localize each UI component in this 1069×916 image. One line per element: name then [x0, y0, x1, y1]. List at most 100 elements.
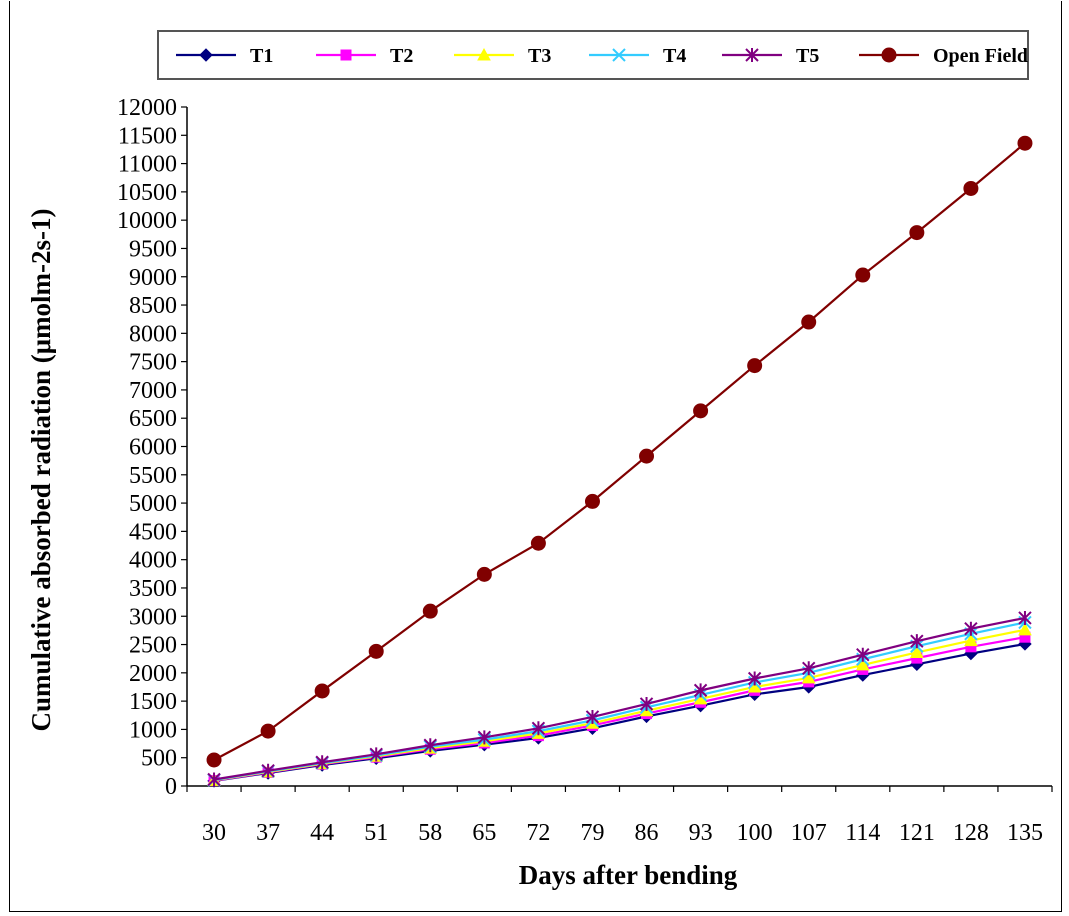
- y-tick-label: 7500: [129, 350, 177, 376]
- y-tick-label: 5000: [129, 491, 177, 517]
- x-tick-label: 44: [310, 820, 334, 846]
- x-tick-label: 72: [526, 820, 550, 846]
- data-point: [477, 730, 492, 745]
- data-point: [368, 643, 384, 659]
- data-point: [856, 647, 870, 662]
- data-point: [910, 645, 924, 658]
- data-point: [855, 657, 870, 671]
- series-line: [213, 628, 1026, 782]
- legend-marker: [881, 47, 897, 63]
- data-point: [585, 709, 600, 724]
- y-tick-label: 9500: [129, 236, 177, 262]
- data-point: [260, 723, 276, 739]
- data-point: [314, 683, 330, 699]
- series-line: [213, 621, 1026, 782]
- legend-item: T1: [176, 45, 273, 67]
- data-point: [206, 752, 222, 768]
- x-tick-label: 30: [202, 820, 226, 846]
- x-tick-label: 100: [737, 820, 773, 846]
- data-point: [584, 493, 600, 509]
- y-tick-label: 12000: [117, 95, 177, 121]
- y-tick-label: 1500: [129, 689, 177, 715]
- legend-label: T5: [796, 45, 819, 67]
- legend-item: T3: [454, 45, 551, 67]
- y-tick-label: 3000: [129, 604, 177, 630]
- data-point: [801, 670, 816, 684]
- legend-item: T4: [589, 45, 686, 67]
- frame-top-gap: [0, 0, 1069, 1]
- data-point: [369, 747, 383, 762]
- data-point: [801, 314, 817, 330]
- legend-label: T2: [390, 45, 413, 67]
- y-tick-label: 500: [141, 746, 177, 772]
- y-tick-label: 6500: [129, 406, 177, 432]
- y-tick-label: 9000: [129, 265, 177, 291]
- y-tick-label: 0: [165, 774, 177, 800]
- data-point: [422, 603, 438, 619]
- x-tick-label: 93: [689, 820, 713, 846]
- legend-item: T5: [722, 45, 819, 67]
- data-point: [747, 671, 762, 686]
- data-point: [261, 763, 275, 778]
- legend-marker: [477, 47, 491, 61]
- legend-label: T3: [528, 45, 551, 67]
- x-tick-label: 107: [791, 820, 827, 846]
- y-tick-label: 6000: [129, 435, 177, 461]
- data-point: [747, 358, 763, 374]
- data-point: [423, 738, 437, 753]
- data-point: [802, 661, 816, 676]
- series-line: [213, 142, 1026, 761]
- data-point: [964, 621, 978, 636]
- series-layer: [206, 135, 1033, 788]
- x-tick-label: 51: [364, 820, 388, 846]
- legend-item: T2: [316, 45, 413, 67]
- y-tick-label: 3500: [129, 576, 177, 602]
- y-tick-label: 11500: [118, 123, 177, 149]
- legend: T1 T2 T3 T4 T5 Open Field: [176, 45, 1028, 67]
- legend-label: T4: [663, 45, 686, 67]
- y-tick-label: 2500: [129, 633, 177, 659]
- data-point: [910, 634, 924, 649]
- data-point: [1018, 610, 1032, 625]
- data-point: [639, 696, 654, 711]
- y-tick-label: 7000: [129, 378, 177, 404]
- legend-marker: [340, 49, 352, 61]
- data-point: [207, 772, 221, 787]
- x-tick-label: 37: [256, 820, 280, 846]
- y-tick-label: 8000: [129, 321, 177, 347]
- y-tick-label: 4500: [129, 519, 177, 545]
- x-tick-label: 114: [845, 820, 880, 846]
- data-point: [530, 535, 546, 551]
- x-tick-label: 79: [580, 820, 604, 846]
- series-line: [213, 636, 1026, 782]
- x-tick-label: 135: [1007, 820, 1043, 846]
- y-tick-label: 10500: [117, 180, 177, 206]
- data-point: [963, 180, 979, 196]
- y-tick-label: 8500: [129, 293, 177, 319]
- y-tick-label: 2000: [129, 661, 177, 687]
- data-point: [315, 755, 329, 770]
- y-tick-label: 4000: [129, 548, 177, 574]
- y-tick-label: 11000: [118, 152, 177, 178]
- legend-item: Open Field: [859, 45, 1028, 67]
- x-tick-label: 65: [472, 820, 496, 846]
- series-t5: [207, 610, 1032, 787]
- data-point: [476, 566, 492, 582]
- y-tick-label: 1000: [129, 717, 177, 743]
- series-open-field: [206, 135, 1033, 768]
- x-tick-label: 128: [953, 820, 989, 846]
- x-axis-title: Days after bending: [519, 860, 738, 890]
- legend-marker: [745, 48, 759, 62]
- x-tick-label: 86: [635, 820, 659, 846]
- data-point: [531, 721, 546, 736]
- legend-label: Open Field: [933, 45, 1028, 67]
- data-point: [909, 225, 925, 241]
- data-point: [964, 633, 978, 647]
- x-tick-label: 121: [899, 820, 935, 846]
- data-point: [693, 683, 708, 698]
- y-tick-label: 5500: [129, 463, 177, 489]
- legend-marker: [199, 48, 213, 62]
- data-point: [639, 448, 655, 464]
- y-axis-title: Cumulative absorbed radiation (μmolm-2s-…: [26, 208, 56, 731]
